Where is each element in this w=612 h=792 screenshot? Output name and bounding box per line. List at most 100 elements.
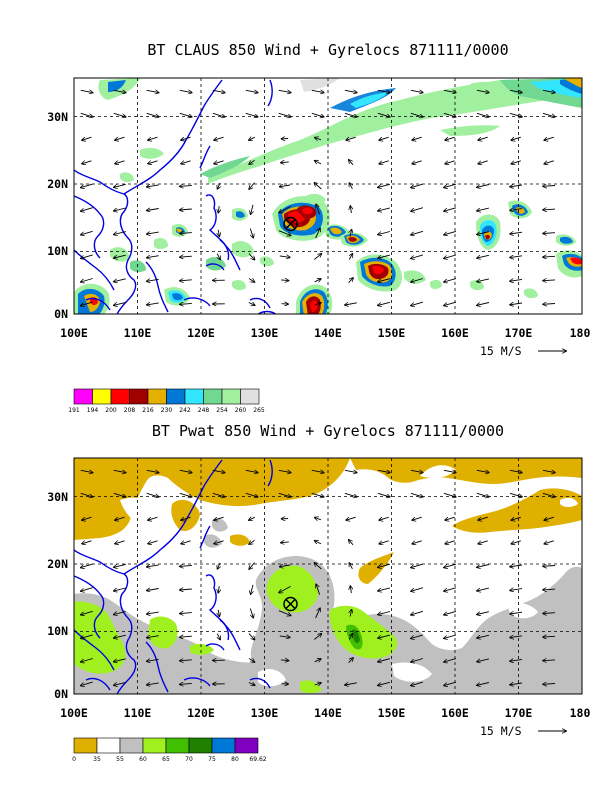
wind-vector xyxy=(410,90,423,92)
wind-vector xyxy=(311,492,324,497)
wind-vector xyxy=(544,136,554,140)
colorbar-level-label: 35 xyxy=(93,756,101,763)
x-tick-label: 180 xyxy=(570,706,591,720)
wind-vector xyxy=(348,658,354,664)
x-tick-label: 160E xyxy=(441,326,469,340)
wind-vector xyxy=(114,278,126,282)
wind-vector xyxy=(314,683,321,685)
wind-vector xyxy=(251,584,253,594)
colorbar-level-label: 242 xyxy=(179,407,191,414)
wind-vector xyxy=(147,612,159,614)
wind-vectors xyxy=(81,470,555,685)
wind-vector xyxy=(81,183,93,188)
wind-vector xyxy=(377,112,390,117)
wind-vector xyxy=(349,254,352,260)
wind-vector xyxy=(316,584,321,595)
wind-vector xyxy=(411,301,424,306)
wind-vector xyxy=(82,540,92,544)
wind-vector xyxy=(115,516,125,520)
wind-vector xyxy=(248,303,255,306)
wind-vector xyxy=(445,540,455,544)
wind-vector xyxy=(147,256,159,258)
wind-vector xyxy=(148,160,158,164)
wind-vector xyxy=(444,230,457,234)
wind-vector xyxy=(248,253,255,260)
colorbar-level-label: 55 xyxy=(116,756,124,763)
wind-vector xyxy=(315,608,321,619)
wind-vector xyxy=(81,254,93,259)
wind-vector xyxy=(510,612,523,614)
x-tick-label: 160E xyxy=(441,706,469,720)
wind-vector xyxy=(478,516,488,520)
wind-vector xyxy=(350,230,352,237)
vector-reference-label: 15 M/S xyxy=(480,344,522,358)
wind-vector xyxy=(278,492,291,497)
colorbar-level-label: 80 xyxy=(231,756,239,763)
wind-vector xyxy=(249,160,255,164)
wind-vector xyxy=(378,611,391,615)
wind-vector xyxy=(378,587,391,591)
wind-vector xyxy=(80,112,93,117)
colorbar-swatch xyxy=(73,737,98,754)
wind-vector xyxy=(412,540,422,544)
wind-vector xyxy=(81,278,93,283)
wind-vector xyxy=(510,256,523,258)
wind-vector xyxy=(349,183,352,190)
colorbar-swatch xyxy=(142,737,167,754)
wind-vector xyxy=(113,492,126,497)
wind-vector xyxy=(344,492,357,497)
wind-vector xyxy=(410,492,423,497)
wind-vector xyxy=(147,232,159,234)
wind-vector xyxy=(147,589,159,591)
colorbar-level-label: 230 xyxy=(161,407,173,414)
colorbar-level-label: 65 xyxy=(162,756,170,763)
y-tick-label: 10N xyxy=(47,624,68,638)
wind-vector xyxy=(114,681,126,685)
wind-vector xyxy=(81,563,93,568)
wind-vector xyxy=(476,90,489,92)
wind-vector xyxy=(82,136,92,140)
wind-vector xyxy=(543,589,556,590)
wind-vector xyxy=(214,136,224,140)
colorbar-swatch xyxy=(211,737,236,754)
wind-vector xyxy=(444,278,457,282)
wind-vector xyxy=(478,160,488,164)
wind-vector xyxy=(443,90,456,92)
wind-vector xyxy=(248,633,255,640)
wind-vector xyxy=(543,566,556,567)
wind-vector xyxy=(378,563,391,567)
wind-vector xyxy=(214,160,224,164)
wind-vector xyxy=(249,608,253,618)
wind-vector xyxy=(311,470,324,472)
wind-vector xyxy=(510,589,523,591)
x-tick-label: 110E xyxy=(124,326,152,340)
wind-vector xyxy=(344,470,357,472)
wind-vector xyxy=(509,112,522,117)
wind-vector xyxy=(180,613,192,614)
colorbar-swatch xyxy=(184,388,204,405)
wind-vector xyxy=(543,684,556,685)
wind-vector xyxy=(82,160,92,164)
wind-vector xyxy=(411,207,424,212)
wind-vector xyxy=(147,185,159,187)
y-tick-label: 20N xyxy=(47,177,68,191)
colorbar-swatch xyxy=(73,388,93,405)
chart-title: BT CLAUS 850 Wind + Gyrelocs 871111/0000 xyxy=(147,41,508,59)
wind-vector xyxy=(147,683,159,685)
wind-vector xyxy=(511,160,521,164)
wind-vector xyxy=(544,516,554,520)
x-axis-ticks: 100E 110E 120E 130E 140E 150E 160E 170E … xyxy=(60,706,590,720)
wind-vector xyxy=(311,112,324,117)
wind-vector xyxy=(478,136,488,140)
wind-vector xyxy=(543,304,556,305)
wind-vector xyxy=(477,207,490,211)
wind-vector xyxy=(180,683,192,684)
vector-reference-label: 15 M/S xyxy=(480,724,522,738)
wind-vector xyxy=(445,160,455,164)
wind-vector xyxy=(477,587,490,591)
wind-vector xyxy=(445,136,455,140)
wind-vector xyxy=(411,681,424,686)
wind-vector xyxy=(542,470,555,472)
wind-vector xyxy=(248,278,254,283)
